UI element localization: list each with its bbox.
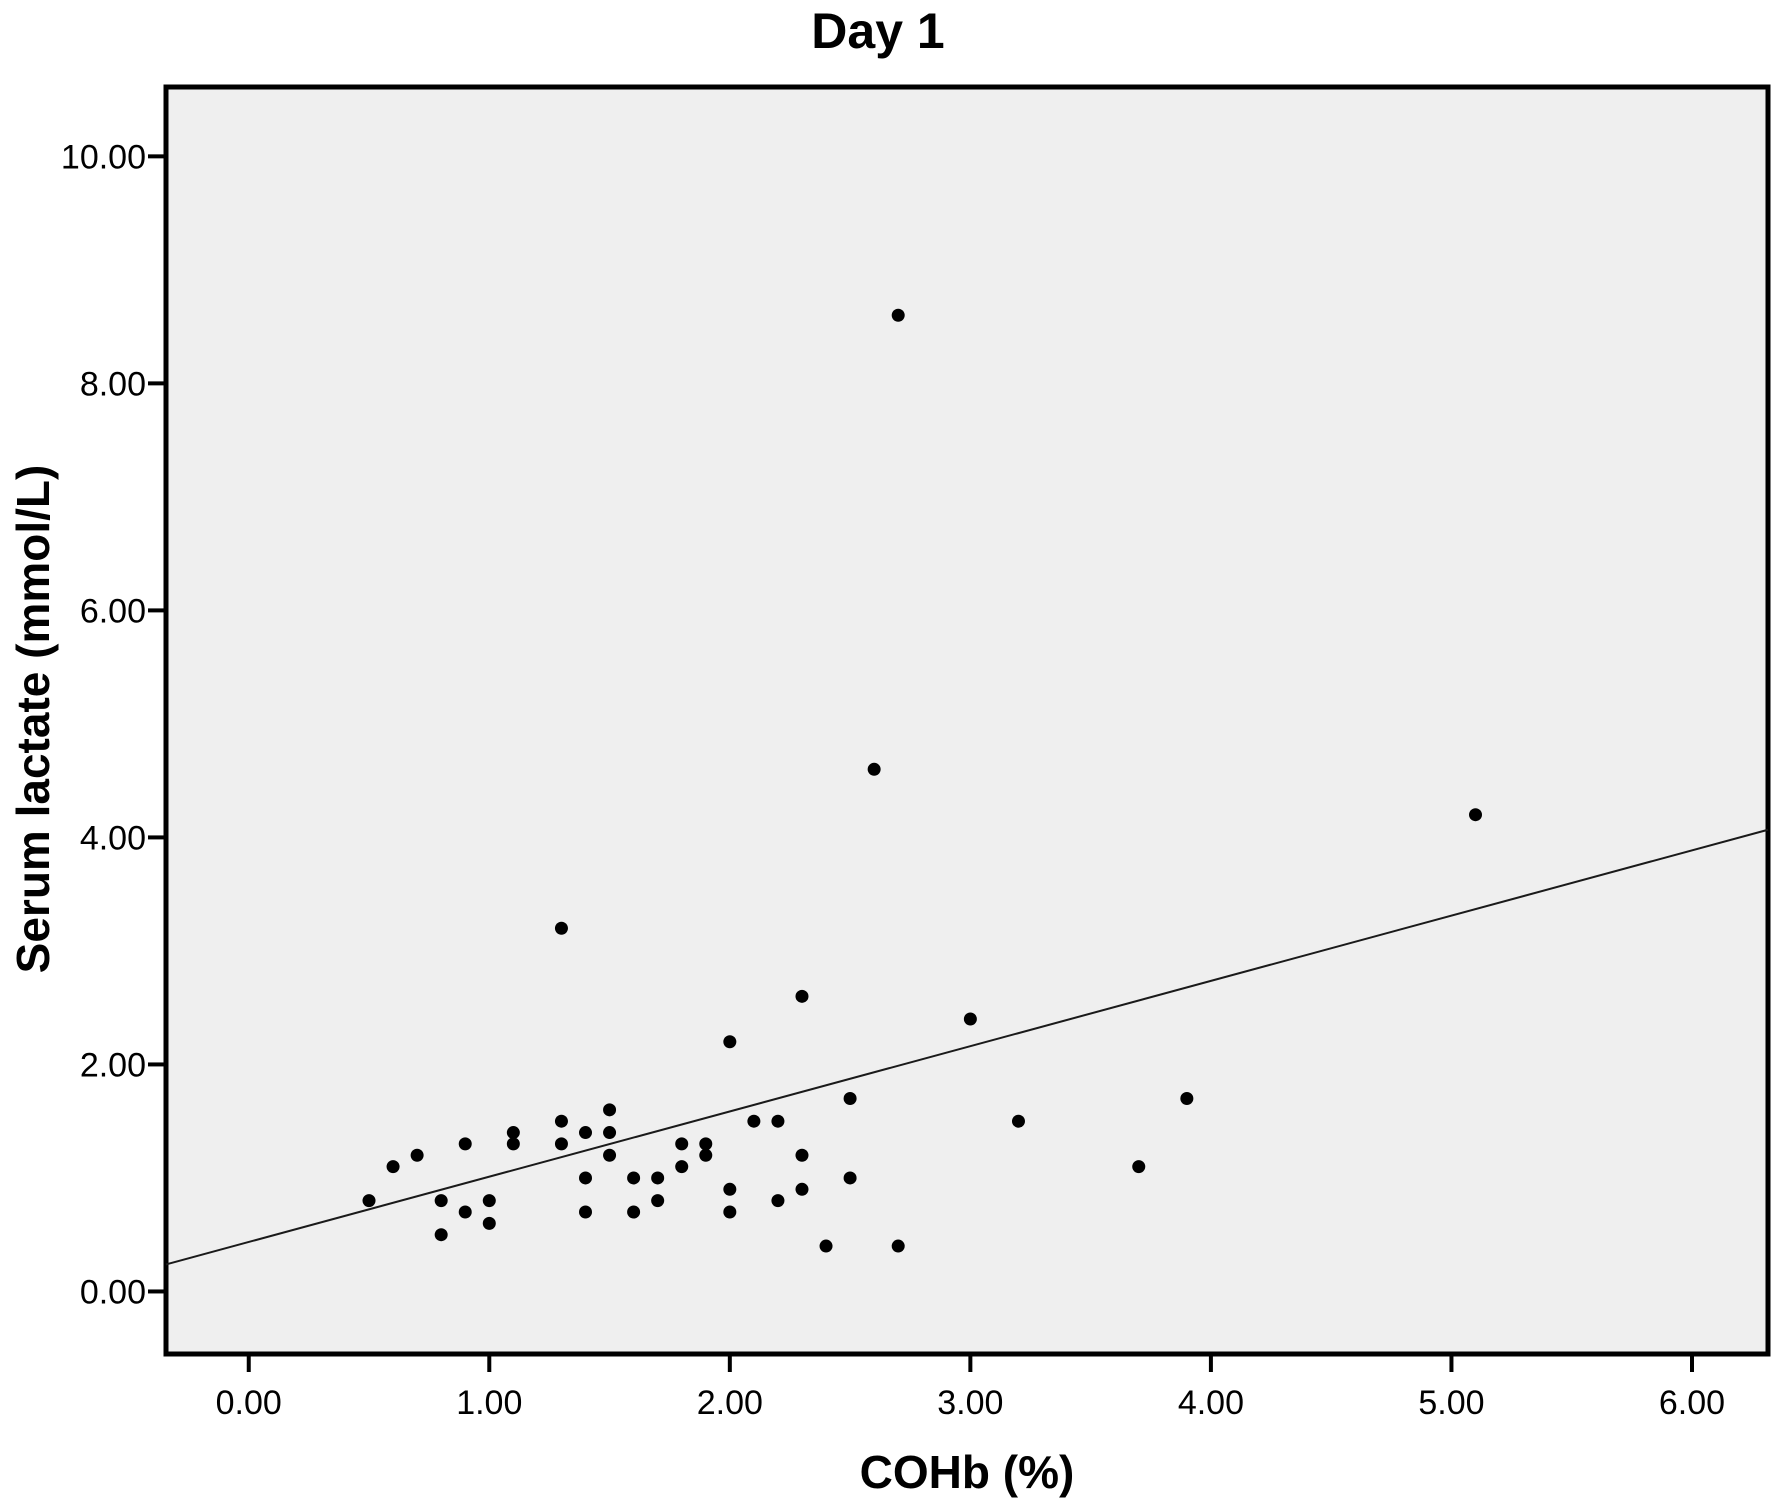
data-point bbox=[699, 1148, 713, 1162]
data-point bbox=[891, 308, 905, 322]
data-point bbox=[1011, 1114, 1025, 1128]
x-tick-label: 2.00 bbox=[697, 1384, 763, 1422]
data-point bbox=[867, 762, 881, 776]
data-point bbox=[651, 1194, 665, 1208]
data-point bbox=[771, 1114, 785, 1128]
data-point bbox=[627, 1171, 641, 1185]
data-point bbox=[386, 1160, 400, 1174]
x-tick-label: 3.00 bbox=[937, 1384, 1003, 1422]
data-point bbox=[771, 1194, 785, 1208]
data-point bbox=[554, 1114, 568, 1128]
x-tick-label: 1.00 bbox=[456, 1384, 522, 1422]
y-tick-label: 2.00 bbox=[80, 1046, 146, 1084]
data-point bbox=[579, 1126, 593, 1140]
x-tick-label: 0.00 bbox=[216, 1384, 282, 1422]
x-tick-label: 4.00 bbox=[1178, 1384, 1244, 1422]
data-point bbox=[482, 1216, 496, 1230]
data-point bbox=[795, 1148, 809, 1162]
data-point bbox=[603, 1126, 617, 1140]
data-point bbox=[458, 1205, 472, 1219]
data-point bbox=[1132, 1160, 1146, 1174]
data-point bbox=[506, 1137, 520, 1151]
data-point bbox=[699, 1137, 713, 1151]
y-tick-label: 4.00 bbox=[80, 819, 146, 857]
regression-line bbox=[165, 828, 1769, 1266]
data-point bbox=[1180, 1091, 1194, 1105]
y-tick-label: 8.00 bbox=[80, 365, 146, 403]
data-point bbox=[362, 1194, 376, 1208]
data-point bbox=[747, 1114, 761, 1128]
y-tick-label: 10.00 bbox=[61, 138, 146, 176]
data-point bbox=[410, 1148, 424, 1162]
data-point bbox=[554, 921, 568, 935]
data-point bbox=[819, 1239, 833, 1253]
data-point bbox=[482, 1194, 496, 1208]
data-point bbox=[795, 989, 809, 1003]
plot-frame bbox=[163, 84, 1771, 1357]
data-point bbox=[1469, 808, 1483, 822]
x-tick-label: 6.00 bbox=[1659, 1384, 1725, 1422]
data-point bbox=[579, 1171, 593, 1185]
data-point bbox=[675, 1137, 689, 1151]
data-point bbox=[434, 1194, 448, 1208]
data-point bbox=[795, 1182, 809, 1196]
data-point bbox=[675, 1160, 689, 1174]
data-point bbox=[603, 1148, 617, 1162]
data-point bbox=[843, 1171, 857, 1185]
x-tick-label: 5.00 bbox=[1418, 1384, 1484, 1422]
data-point bbox=[723, 1205, 737, 1219]
data-point bbox=[651, 1171, 665, 1185]
data-point bbox=[458, 1137, 472, 1151]
data-point bbox=[506, 1126, 520, 1140]
y-tick-label: 0.00 bbox=[80, 1273, 146, 1311]
data-point bbox=[603, 1103, 617, 1117]
data-point bbox=[723, 1035, 737, 1049]
data-point bbox=[963, 1012, 977, 1026]
data-point bbox=[891, 1239, 905, 1253]
data-point bbox=[579, 1205, 593, 1219]
data-point bbox=[554, 1137, 568, 1151]
data-point bbox=[843, 1091, 857, 1105]
chart-title: Day 1 bbox=[811, 3, 945, 59]
y-tick-label: 6.00 bbox=[80, 592, 146, 630]
x-axis-label: COHb (%) bbox=[859, 1446, 1075, 1498]
data-point bbox=[434, 1228, 448, 1242]
data-point bbox=[627, 1205, 641, 1219]
data-point bbox=[723, 1182, 737, 1196]
